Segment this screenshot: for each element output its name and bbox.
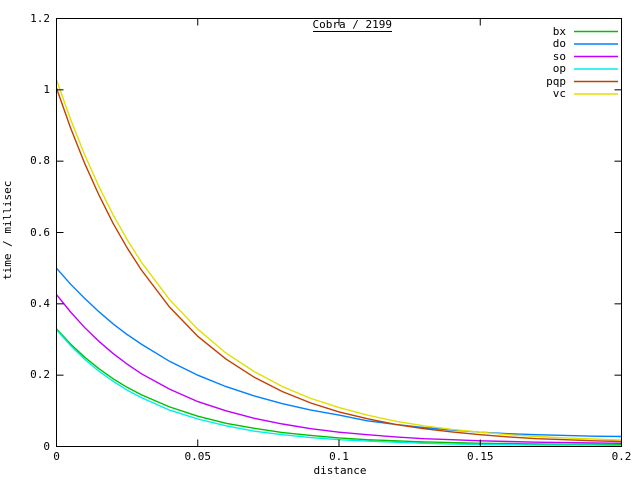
x-tick-label-0.15: 0.15 [467, 450, 494, 463]
chart-title: Cobra / 2199 [56, 4, 622, 46]
curve-op [56, 329, 622, 447]
tick-marks [56, 18, 622, 447]
x-tick-label-0.05: 0.05 [184, 450, 212, 463]
legend-label-pqp: pqp [546, 74, 566, 88]
legend-samples [574, 30, 618, 95]
legend-label-so: so [552, 49, 566, 63]
legend-label-do: do [552, 37, 566, 50]
x-tick-label-0.1: 0.1 [329, 450, 349, 463]
y-tick-label-0.2: 0.2 [30, 368, 50, 382]
y-tick-label-0.4: 0.4 [30, 296, 50, 310]
curve-bx [56, 328, 622, 446]
legend-label-bx: bx [552, 24, 566, 38]
x-tick-label-0.2: 0.2 [611, 450, 632, 463]
y-tick-label-1.2: 1.2 [30, 11, 50, 25]
y-tick-label-1: 1 [43, 82, 50, 96]
curve-so [56, 294, 622, 444]
curve-vc [56, 79, 622, 441]
curve-do [56, 267, 622, 438]
legend-label-op: op [552, 62, 566, 75]
chart-title-text: Cobra / 2199 [312, 18, 392, 32]
x-axis-label: distance [313, 464, 367, 477]
legend-label-vc: vc [552, 87, 566, 100]
y-tick-label-0.6: 0.6 [30, 225, 50, 239]
curves [56, 79, 622, 447]
x-tick-label-0: 0 [53, 450, 60, 463]
y-tick-label-0: 0 [43, 439, 50, 453]
y-tick-label-0.8: 0.8 [30, 154, 50, 168]
curve-pqp [56, 87, 622, 443]
